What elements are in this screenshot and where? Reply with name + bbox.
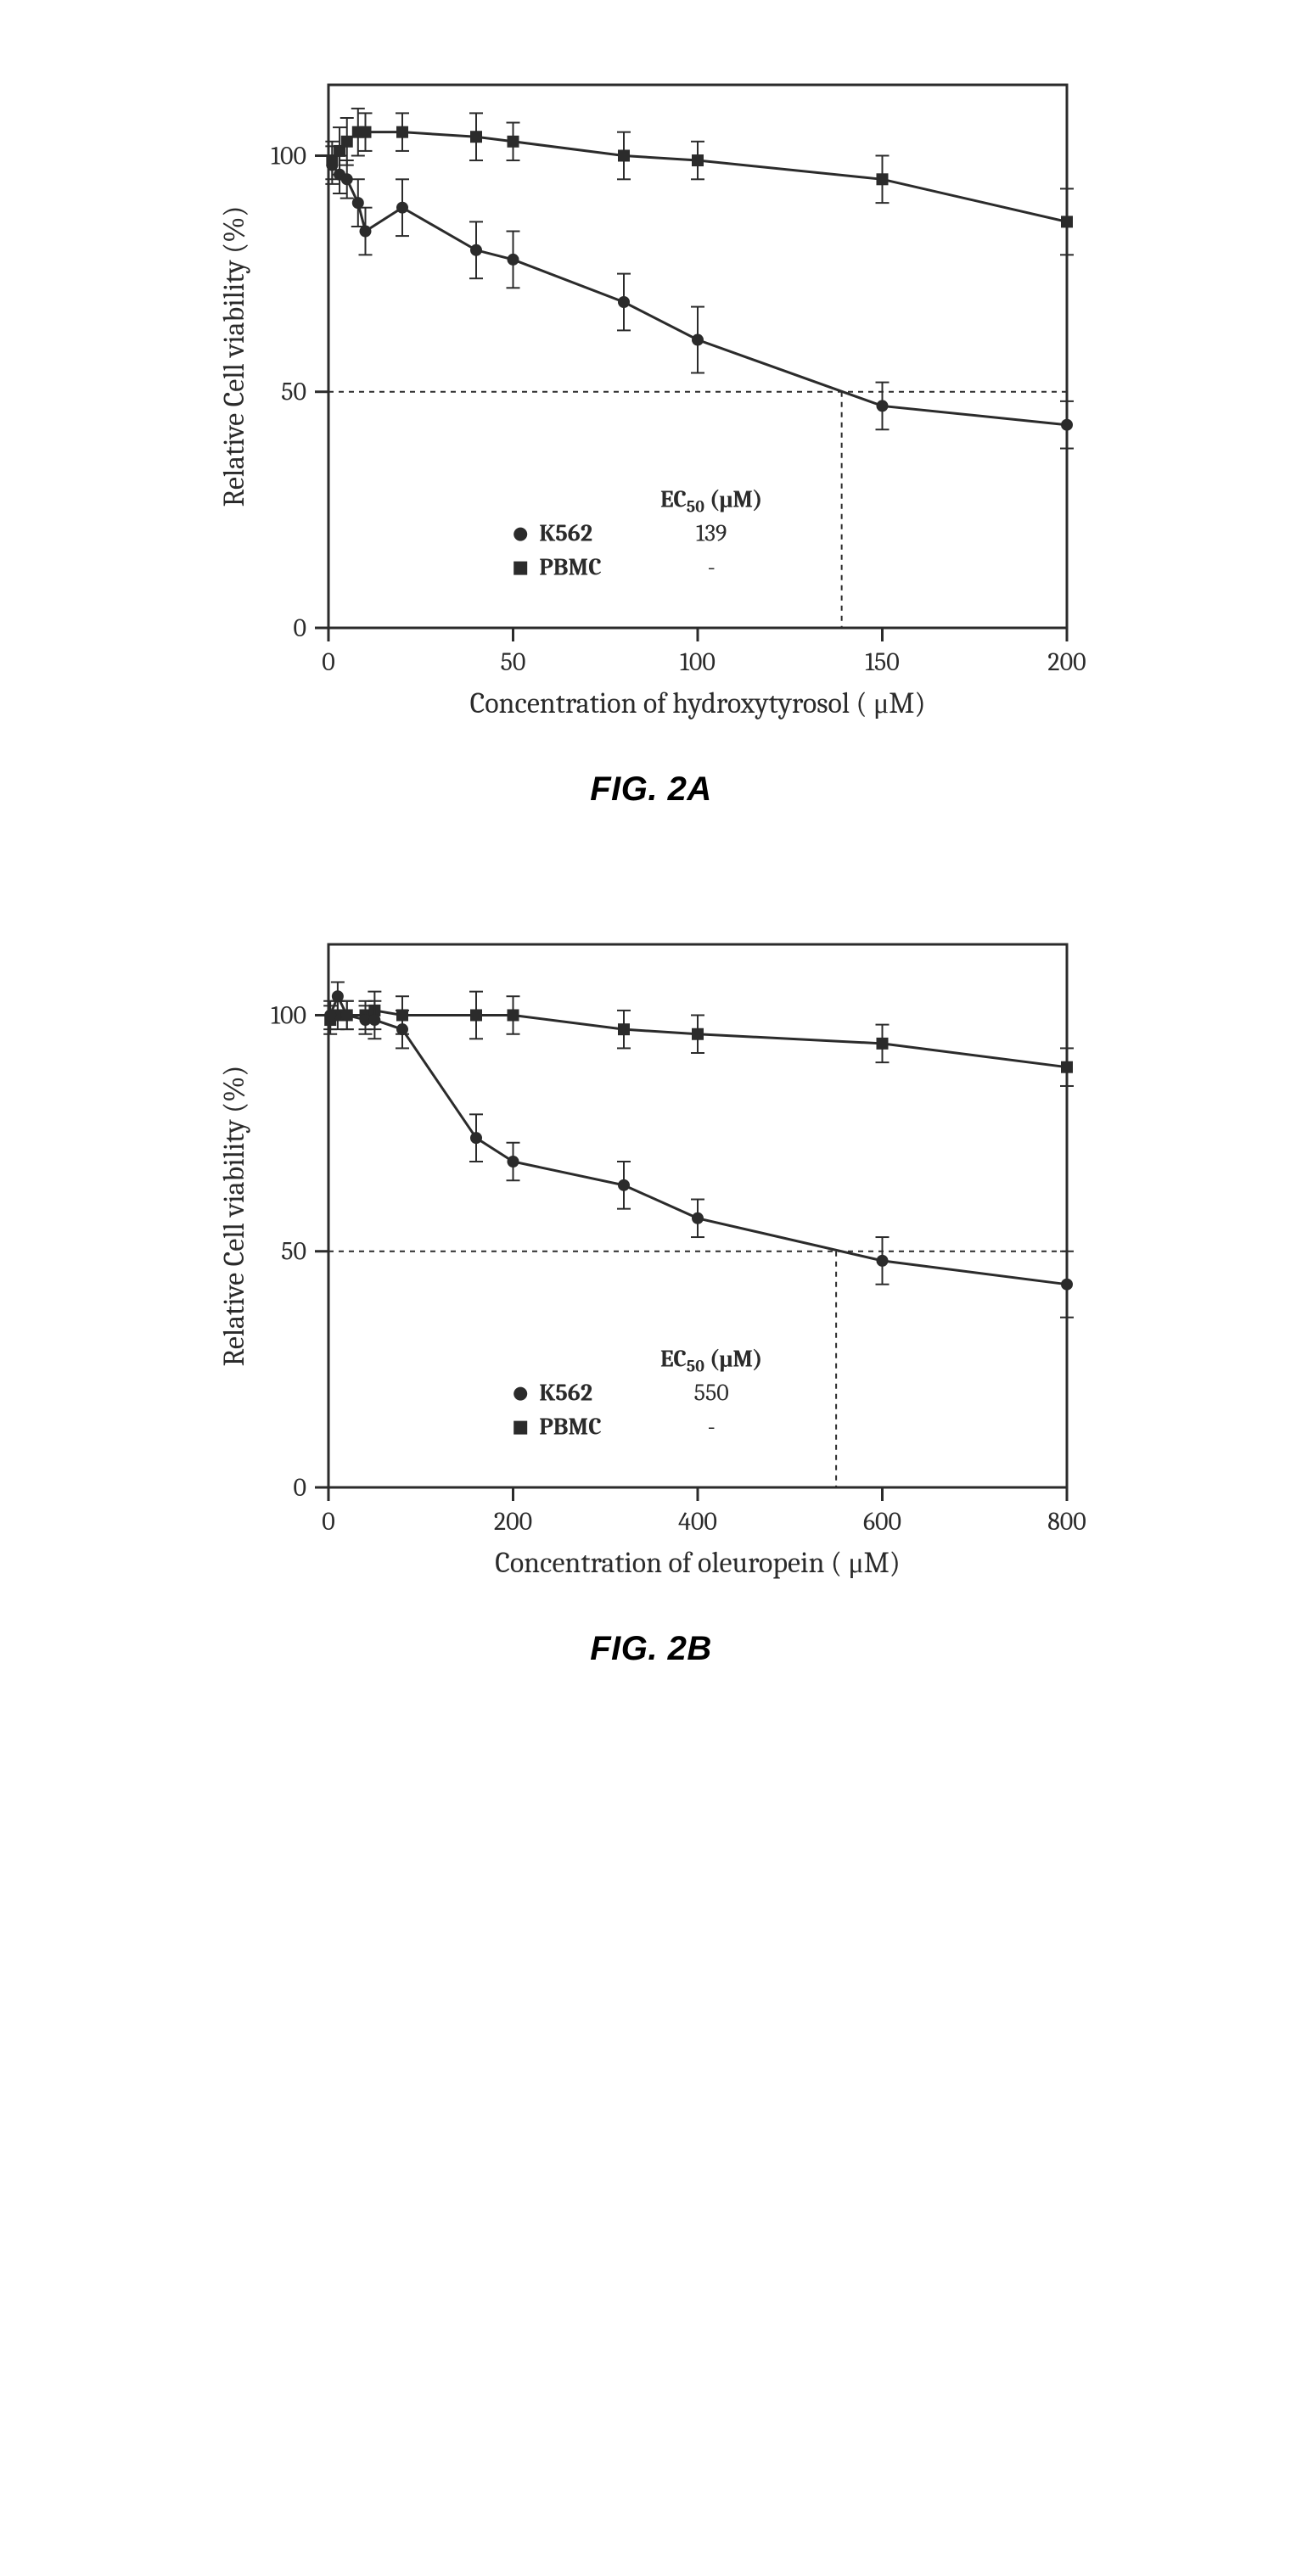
pbmc-marker xyxy=(508,1009,519,1021)
k562-marker xyxy=(341,1009,353,1021)
pbmc-marker xyxy=(618,149,630,161)
x-tick-label: 800 xyxy=(1047,1507,1086,1537)
x-tick-label: 150 xyxy=(865,647,900,677)
caption-b: FIG. 2B xyxy=(590,1630,712,1668)
y-axis-label: Relative Cell viability (%) xyxy=(217,206,251,507)
pbmc-marker xyxy=(360,126,372,138)
x-tick-label: 200 xyxy=(494,1507,532,1537)
ec50-heading: EC50 (μM) xyxy=(660,1346,762,1376)
chart-b: 0 50 100 0 200 400 600 800 Concentration of oleu… xyxy=(201,910,1101,1615)
k562-marker xyxy=(508,1156,519,1168)
k562-marker xyxy=(324,1009,336,1021)
k562-marker xyxy=(332,990,344,1002)
y-tick-label: 0 xyxy=(293,613,306,643)
k562-marker xyxy=(877,1255,889,1267)
k562-marker xyxy=(877,400,889,412)
y-tick-label: 50 xyxy=(281,1237,306,1267)
legend-k562-label: K562 xyxy=(539,520,592,547)
pbmc-marker xyxy=(1061,216,1073,227)
x-tick-label: 600 xyxy=(863,1507,901,1537)
ec50-heading: EC50 (μM) xyxy=(660,486,762,517)
k562-marker xyxy=(326,160,338,171)
k562-line xyxy=(332,165,1067,425)
caption-a: FIG. 2A xyxy=(590,770,712,809)
x-tick-label: 0 xyxy=(322,647,335,677)
x-tick-label: 0 xyxy=(322,1507,335,1537)
legend-pbmc-marker xyxy=(514,562,527,575)
pbmc-marker xyxy=(341,136,353,148)
pbmc-marker xyxy=(470,1009,482,1021)
pbmc-marker xyxy=(470,131,482,143)
pbmc-marker xyxy=(618,1023,630,1035)
x-tick-label: 100 xyxy=(680,647,716,677)
x-axis-label: Concentration of hydroxytyrosol ( μM) xyxy=(470,686,926,720)
pbmc-marker xyxy=(1061,1061,1073,1073)
k562-marker xyxy=(396,202,408,214)
k562-marker xyxy=(470,1132,482,1144)
k562-marker xyxy=(618,296,630,308)
k562-marker xyxy=(352,197,364,209)
k562-marker xyxy=(470,244,482,256)
legend-k562-value: 139 xyxy=(696,520,727,547)
x-tick-label: 50 xyxy=(501,647,526,677)
chart-a: 0 50 100 0 50 100 150 200 Concentration of hydro… xyxy=(201,51,1101,755)
panel-b-block: 0 50 100 0 200 400 600 800 Concentration of oleu… xyxy=(201,910,1101,1668)
y-tick-label: 50 xyxy=(281,378,306,407)
k562-marker xyxy=(368,1014,380,1026)
pbmc-line xyxy=(332,132,1067,222)
k562-marker xyxy=(396,1023,408,1035)
k562-marker xyxy=(341,173,353,185)
pbmc-marker xyxy=(396,126,408,138)
y-tick-label: 0 xyxy=(293,1473,306,1503)
y-tick-label: 100 xyxy=(271,1000,306,1030)
pbmc-marker xyxy=(692,1028,704,1040)
y-tick-label: 100 xyxy=(271,141,306,171)
legend-pbmc-value: - xyxy=(708,554,716,581)
x-tick-label: 400 xyxy=(678,1507,717,1537)
k562-marker xyxy=(618,1179,630,1191)
x-tick-label: 200 xyxy=(1047,647,1086,677)
pbmc-marker xyxy=(692,154,704,166)
legend-k562-marker xyxy=(514,528,527,541)
k562-marker xyxy=(692,1212,704,1224)
k562-marker xyxy=(692,334,704,346)
legend-k562-marker xyxy=(514,1387,527,1401)
legend-k562-value: 550 xyxy=(694,1380,729,1407)
pbmc-marker xyxy=(877,1038,889,1050)
k562-marker xyxy=(1061,419,1073,431)
page: 0 50 100 0 50 100 150 200 Concentration of hydro… xyxy=(0,0,1302,1838)
legend-pbmc-label: PBMC xyxy=(539,1414,601,1441)
pbmc-marker xyxy=(508,136,519,148)
legend-k562-label: K562 xyxy=(539,1380,592,1407)
x-axis-label: Concentration of oleuropein ( μM) xyxy=(495,1546,901,1580)
y-axis-label: Relative Cell viability (%) xyxy=(217,1066,251,1367)
panel-a-block: 0 50 100 0 50 100 150 200 Concentration of hydro… xyxy=(201,51,1101,809)
k562-marker xyxy=(360,226,372,238)
k562-marker xyxy=(508,254,519,266)
pbmc-marker xyxy=(877,173,889,185)
legend-pbmc-label: PBMC xyxy=(539,554,601,581)
k562-marker xyxy=(1061,1279,1073,1291)
legend-pbmc-marker xyxy=(514,1421,527,1435)
legend-pbmc-value: - xyxy=(708,1414,716,1441)
